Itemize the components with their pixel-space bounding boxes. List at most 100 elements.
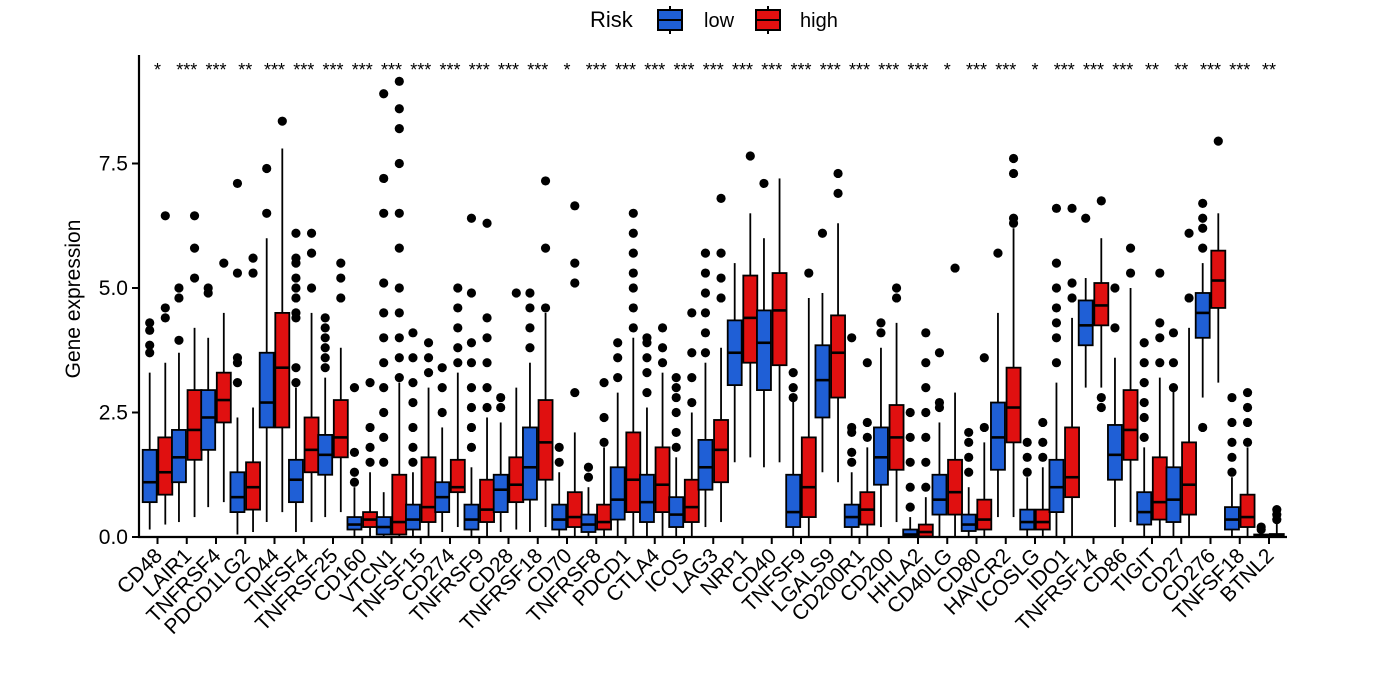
outlier-point	[964, 467, 974, 477]
outlier-point	[189, 243, 200, 253]
outlier-point	[248, 268, 258, 278]
box-low-CD40	[756, 178, 772, 468]
box-high-CD70	[566, 201, 583, 537]
box-iqr	[917, 523, 934, 538]
outlier-point	[700, 348, 711, 358]
significance-mark: ***	[1112, 60, 1133, 80]
outlier-point	[628, 303, 638, 313]
box-iqr	[229, 471, 246, 514]
outlier-point	[379, 358, 389, 368]
outlier-point	[291, 283, 301, 293]
outlier-point	[349, 383, 360, 393]
outlier-point	[642, 387, 652, 398]
outlier-point	[788, 392, 798, 403]
outlier-point	[379, 89, 389, 99]
outlier-point	[1155, 318, 1165, 328]
outlier-point	[408, 422, 418, 433]
outlier-point	[921, 358, 931, 368]
box-low-CD200R1	[843, 333, 860, 537]
outlier-point	[1168, 383, 1179, 393]
outlier-point	[642, 333, 652, 343]
outlier-point	[921, 328, 931, 338]
outlier-point	[905, 432, 915, 442]
outlier-point	[174, 293, 184, 303]
outlier-point	[394, 208, 404, 218]
outlier-point	[700, 268, 711, 278]
box-high-TNFSF4	[303, 228, 320, 523]
box-low-HAVCR2	[990, 248, 1006, 518]
significance-mark: ***	[527, 60, 548, 80]
significance-mark: ***	[849, 60, 870, 80]
outlier-point	[511, 288, 521, 298]
outlier-point	[145, 348, 155, 358]
outlier-point	[671, 407, 681, 418]
box-high-ICOS	[683, 308, 700, 537]
significance-mark: *	[944, 60, 951, 80]
outlier-point	[466, 213, 477, 223]
outlier-point	[174, 283, 184, 293]
outlier-point	[1110, 283, 1120, 293]
box-low-TNFSF18	[1224, 392, 1240, 537]
box-high-TNFRSF4	[215, 258, 232, 503]
outlier-point	[482, 402, 492, 413]
outlier-point	[423, 338, 434, 348]
significance-mark: ***	[352, 60, 373, 80]
box-iqr	[405, 503, 421, 531]
outlier-point	[788, 383, 798, 393]
box-low-CD70	[551, 442, 568, 537]
outlier-point	[540, 176, 551, 186]
box-low-CD276	[1194, 198, 1211, 433]
box-low-CD80	[960, 427, 977, 537]
outlier-point	[320, 333, 330, 343]
box-iqr	[1136, 491, 1153, 526]
box-iqr	[1077, 299, 1094, 347]
outlier-point	[1155, 358, 1165, 368]
box-high-CD48	[157, 211, 174, 525]
outlier-point	[525, 343, 535, 353]
outlier-point	[408, 378, 418, 388]
box-high-TNFRSF9	[479, 218, 495, 537]
outlier-point	[1227, 392, 1237, 403]
outlier-point	[379, 457, 389, 467]
box-low-TNFSF9	[785, 368, 802, 537]
box-iqr	[830, 314, 846, 399]
outlier-point	[804, 268, 814, 278]
outlier-point	[1168, 358, 1179, 368]
box-iqr	[463, 503, 480, 531]
outlier-point	[1081, 213, 1091, 223]
box-high-CTLA4	[654, 323, 671, 537]
outlier-point	[482, 313, 492, 323]
box-low-CD40LG	[931, 348, 948, 537]
outlier-point	[453, 323, 463, 333]
outlier-point	[394, 283, 404, 293]
outlier-point	[1139, 378, 1149, 388]
outlier-point	[847, 457, 857, 467]
outlier-point	[934, 397, 945, 408]
outlier-point	[1051, 333, 1062, 343]
box-high-VTCN1	[391, 76, 408, 537]
box-iqr	[1181, 441, 1197, 516]
box-iqr	[449, 458, 466, 494]
outlier-point	[379, 173, 389, 184]
outlier-point	[453, 303, 463, 313]
box-low-ICOS	[668, 373, 685, 537]
outlier-point	[291, 273, 301, 283]
outlier-point	[671, 373, 681, 383]
outlier-point	[554, 442, 564, 452]
outlier-point	[291, 378, 301, 388]
outlier-point	[408, 397, 418, 408]
box-iqr	[756, 309, 772, 391]
outlier-point	[203, 283, 213, 293]
box-iqr	[258, 351, 275, 429]
significance-mark: ***	[322, 60, 343, 80]
significance-mark: **	[238, 60, 252, 80]
box-iqr	[697, 438, 714, 491]
box-high-NRP1	[742, 151, 759, 458]
outlier-point	[788, 368, 798, 378]
outlier-point	[466, 338, 477, 348]
outlier-point	[496, 402, 506, 413]
significance-mark: ***	[1200, 60, 1221, 80]
outlier-point	[496, 392, 506, 403]
outlier-point	[921, 407, 931, 418]
box-iqr	[960, 513, 977, 532]
